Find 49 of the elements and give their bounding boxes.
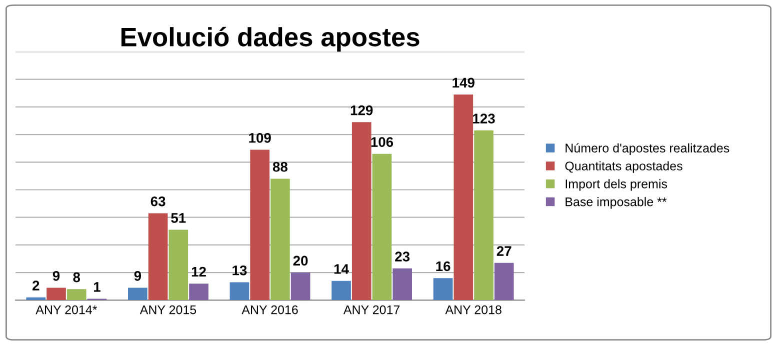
data-label: 123 (473, 114, 495, 124)
x-tick-label: ANY 2018 (445, 305, 502, 314)
data-label: 13 (232, 265, 247, 276)
bar (290, 272, 310, 300)
legend-label: Base imposable ** (566, 197, 667, 209)
data-label: 109 (249, 132, 271, 143)
bar (392, 268, 412, 300)
data-label: 8 (73, 272, 80, 282)
bar (433, 278, 453, 300)
bar (474, 130, 494, 300)
bar (230, 282, 250, 300)
data-label: 88 (272, 162, 288, 172)
data-label: 9 (134, 270, 142, 281)
data-label: 16 (436, 261, 450, 272)
data-label: 2 (32, 280, 40, 290)
data-label: 20 (293, 256, 308, 266)
data-label: 27 (496, 246, 512, 256)
bar (270, 178, 290, 300)
data-label: 51 (171, 213, 186, 223)
bar (250, 150, 270, 300)
bar (148, 213, 168, 300)
x-tick-label: ANY 2017 (343, 305, 400, 314)
data-label: 1 (94, 282, 100, 292)
legend-label: Número d'apostes realitzades (566, 143, 730, 155)
bar (128, 288, 148, 300)
bar (454, 94, 474, 300)
bar (372, 154, 392, 300)
chart-title: Evolució dades apostes (121, 26, 420, 52)
x-tick-label: ANY 2016 (242, 305, 298, 314)
x-tick-label: ANY 2015 (140, 305, 196, 314)
data-label: 23 (395, 252, 410, 262)
x-tick-label: ANY 2014* (36, 305, 98, 314)
bar (168, 230, 188, 300)
data-label: 9 (52, 270, 60, 281)
data-label: 149 (452, 78, 474, 88)
bar (494, 262, 514, 300)
bar (332, 280, 351, 300)
legend-label: Quantitats apostades (565, 161, 682, 173)
data-label: 63 (150, 196, 166, 206)
bar (46, 288, 66, 300)
bar (352, 122, 372, 300)
data-label: 106 (371, 137, 394, 147)
bar (66, 289, 86, 300)
legend-label: Import dels premis (566, 179, 668, 191)
data-label: 12 (192, 266, 206, 277)
bar (189, 284, 208, 300)
data-label: 14 (334, 264, 349, 274)
data-label: 129 (350, 105, 373, 116)
bar (26, 297, 46, 300)
